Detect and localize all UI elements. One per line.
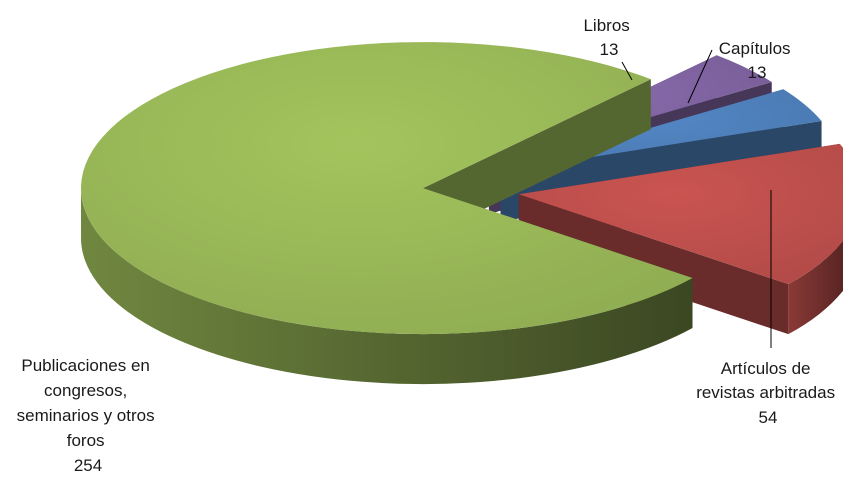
slice-label-libros: Libros 13 — [583, 16, 634, 59]
slice-label-articulos-line1: Artículos de — [721, 359, 811, 378]
leader-capitulos — [687, 49, 713, 104]
slice-value-capitulos: 13 — [748, 63, 767, 82]
slice-side-publicaciones — [81, 188, 693, 385]
slice-articulos — [518, 143, 843, 285]
slice-label-libros-line1: Libros — [583, 16, 629, 35]
slice-wall-publicaciones-end — [423, 79, 651, 239]
slice-label-articulos: Artículos de revistas arbitradas 54 — [696, 359, 840, 427]
slice-label-publicaciones-line4: foros — [67, 431, 105, 450]
slice-label-capitulos: Capítulos 13 — [719, 39, 796, 82]
slice-label-publicaciones: Publicaciones en congresos, seminarios y… — [17, 356, 160, 475]
slice-label-publicaciones-line2: congresos, — [44, 381, 127, 400]
slice-label-articulos-line2: revistas arbitradas — [696, 383, 835, 402]
slice-value-articulos: 54 — [759, 408, 778, 427]
slice-label-publicaciones-line1: Publicaciones en — [21, 356, 150, 375]
slice-label-publicaciones-line3: seminarios y otros — [17, 406, 155, 425]
slice-side-articulos — [788, 240, 843, 335]
slice-value-libros: 13 — [600, 40, 619, 59]
slice-value-publicaciones: 254 — [74, 456, 102, 475]
slice-label-capitulos-line1: Capítulos — [719, 39, 791, 58]
leader-libros — [621, 61, 633, 81]
slice-publicaciones — [81, 42, 693, 335]
pie-slices — [81, 42, 843, 385]
slice-wall-articulos-end — [518, 194, 789, 335]
leader-lines — [621, 49, 772, 348]
